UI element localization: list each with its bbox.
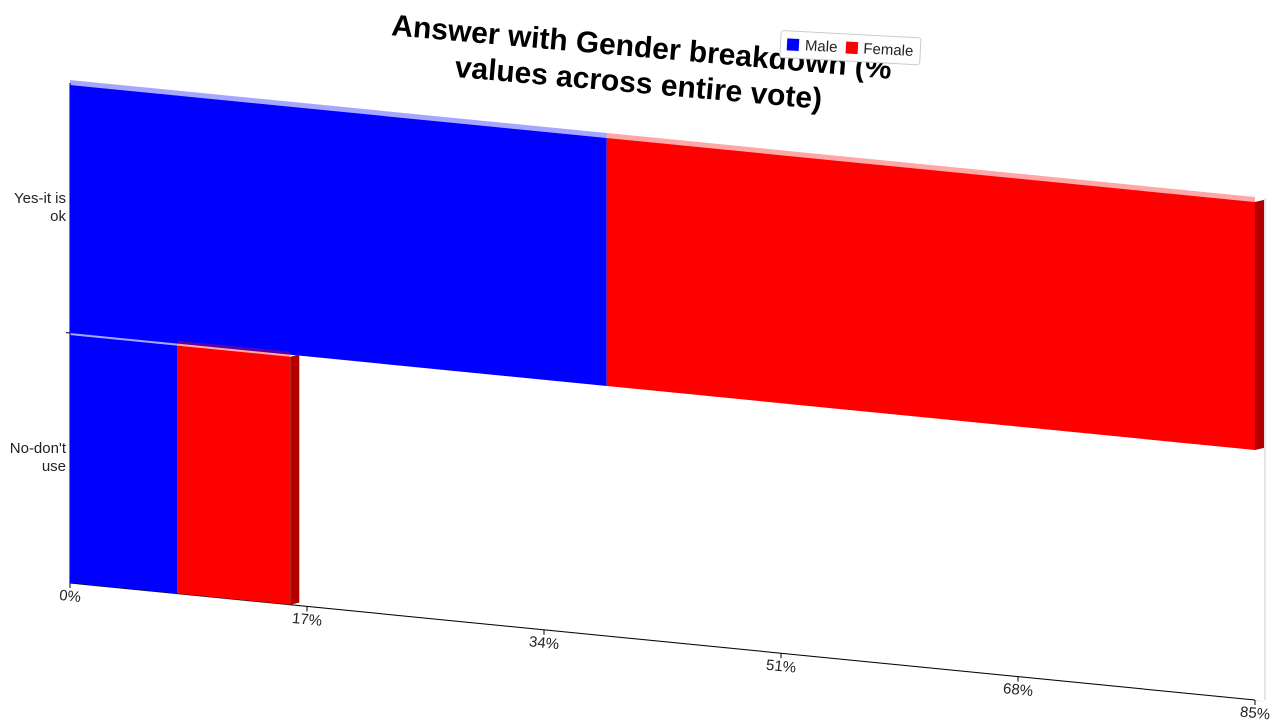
legend-item[interactable]: Male (786, 36, 838, 56)
legend-swatch (786, 37, 800, 51)
bar-top (177, 340, 291, 357)
bar (177, 345, 291, 605)
legend-label: Female (862, 39, 914, 60)
x-tick-label: 51% (765, 657, 797, 677)
x-tick-label: 17% (291, 610, 323, 630)
x-tick-label: 34% (528, 633, 560, 653)
bar-top (70, 330, 178, 346)
bar (70, 85, 607, 386)
legend-swatch (845, 40, 858, 54)
legend-label: Male (804, 36, 838, 56)
bar-side (1255, 199, 1264, 451)
skewed-plot (66, 80, 1264, 706)
bar-top (70, 80, 607, 138)
y-tick-label: Yes-it is ok (14, 190, 66, 225)
bar-side (290, 354, 300, 605)
bar-top (606, 132, 1255, 203)
bar (70, 335, 178, 594)
x-tick-label: 68% (1002, 680, 1034, 700)
bar (606, 137, 1255, 451)
x-tick-label: 0% (58, 587, 81, 606)
x-tick-label: 85% (1239, 704, 1271, 720)
y-tick-label: No-don't use (9, 440, 66, 475)
legend-item[interactable]: Female (845, 39, 914, 60)
